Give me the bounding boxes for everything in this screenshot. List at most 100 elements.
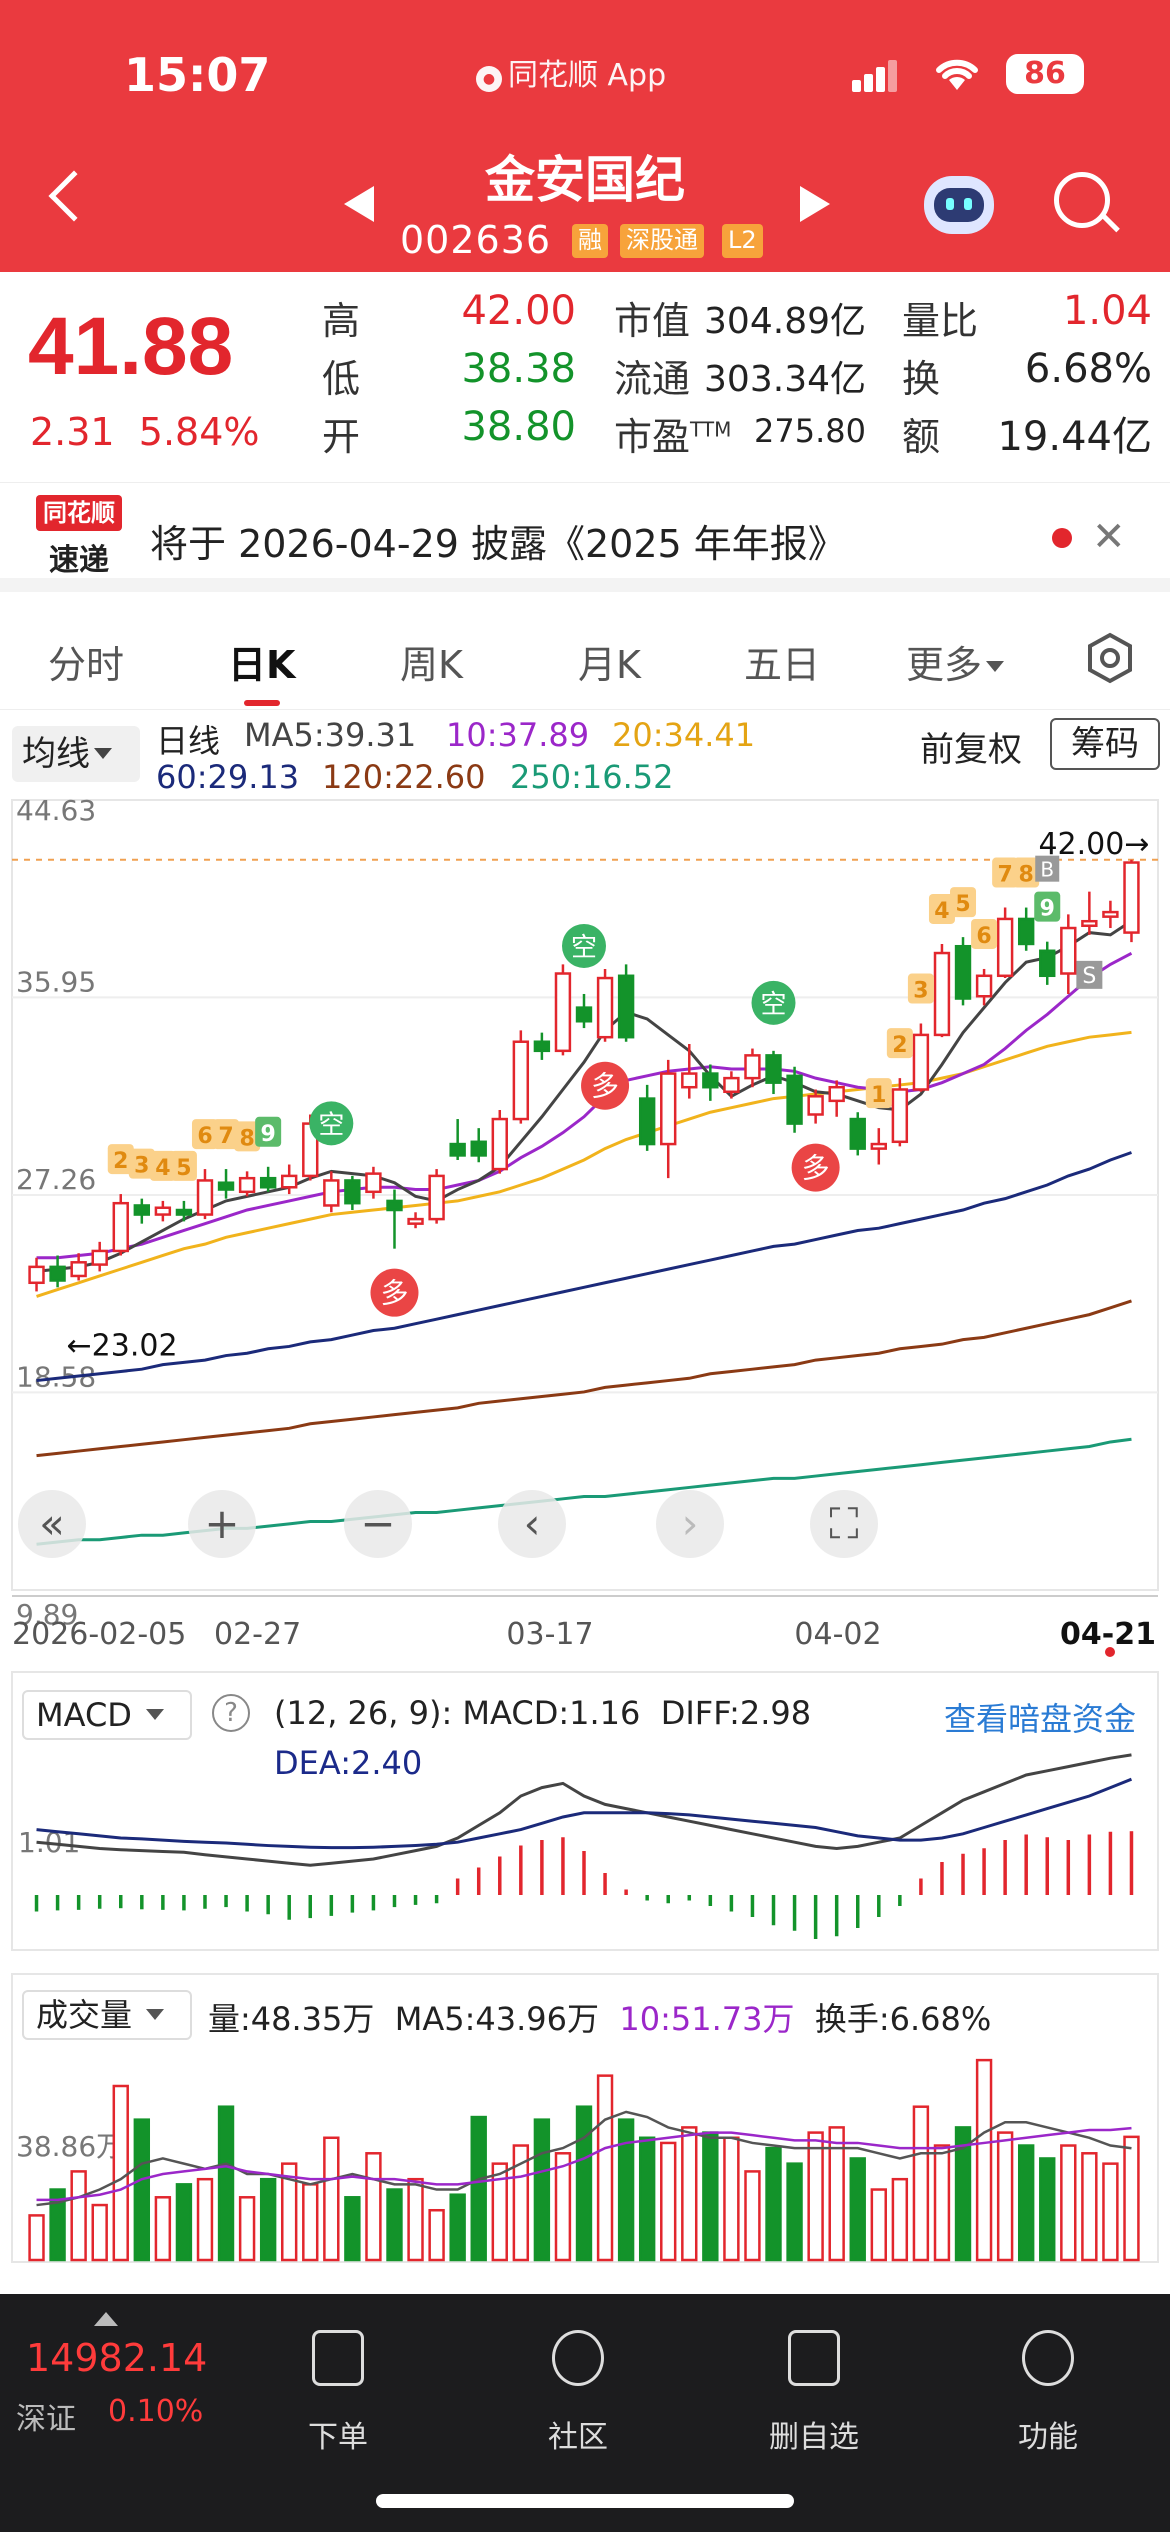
ma20-line [36,1030,1132,1298]
ma-selector[interactable]: 均线 [12,726,140,782]
volume-bar-down [217,2105,235,2262]
volume-bar-down [786,2162,803,2262]
turnover-value: 6.68% [1024,346,1152,392]
volume-bar-up [1081,2152,1098,2262]
status-app-link[interactable]: ● 同花顺 App [476,50,666,94]
zoom-out-icon[interactable]: − [360,1499,395,1548]
index-percent: 0.10% [108,2394,204,2429]
current-date-dot [1105,1647,1115,1657]
volume-ma5-line [36,2110,1132,2207]
tab-intraday[interactable]: 分时 [48,643,125,687]
nav-remove-watchlist[interactable]: 删自选 [734,2314,894,2464]
candle-down [575,1006,593,1023]
candle-up [975,974,993,998]
volume-bar-down [344,2196,361,2262]
tag-margin: 融 [572,224,608,258]
expand-up-icon[interactable] [94,2312,118,2326]
diff-value: DIFF:2.98 [660,1694,812,1732]
adjust-mode[interactable]: 前复权 [920,730,1022,770]
tab-five-day[interactable]: 五日 [744,643,821,687]
candle-up [238,1176,256,1194]
scroll-right-icon[interactable]: › [682,1499,699,1548]
indicator-selector-volume[interactable]: 成交量 [22,1990,192,2040]
volume-bar-up [281,2162,298,2262]
remove-watchlist-icon [788,2330,840,2386]
volume-bar-up [70,2170,87,2262]
fullscreen-icon[interactable]: ⛶ [829,1499,858,1548]
td-count-badge [107,1144,134,1175]
chevron-down-icon [986,661,1005,672]
help-icon[interactable]: ? [212,1694,250,1732]
dark-pool-link[interactable]: 查看暗盘资金 [944,1700,1137,1738]
td-count-badge [865,1078,892,1109]
long-signal-badge [370,1268,419,1317]
active-tab-indicator [244,700,280,706]
wifi-icon [936,59,978,90]
volume-ma5: MA5:43.96万 [394,2000,600,2038]
volume-bar-down [765,2146,782,2262]
td-count-badge [907,973,934,1004]
tag-level2[interactable]: L2 [722,224,763,258]
zoom-in-icon[interactable]: + [204,1499,239,1548]
settings-hexagon-icon[interactable] [1084,632,1136,684]
scroll-left-icon[interactable]: ‹ [524,1499,541,1548]
candle-up [154,1206,172,1216]
close-icon[interactable]: ✕ [1092,514,1126,560]
candle-up [554,972,572,1053]
stock-code: 002636 [400,218,552,262]
next-stock-icon[interactable] [800,186,830,222]
macd-value: MACD:1.16 [462,1694,641,1732]
candle-up [323,1179,340,1207]
volume-bar-up [112,2084,129,2262]
index-value[interactable]: 14982.14 [26,2336,208,2380]
candle-up [70,1261,87,1278]
candle-up [112,1201,129,1253]
chip-distribution-button[interactable]: 筹码 [1050,718,1160,770]
td-count-label: 5 [176,1156,191,1181]
long-signal-badge [581,1061,630,1110]
indicator-selector-macd[interactable]: MACD [22,1690,192,1740]
volume-bar-up [28,2214,45,2262]
volume-bar-down [702,2131,719,2262]
candle-up [828,1085,845,1103]
open-label: 开 [322,415,361,459]
volume-bar-up [807,2131,824,2262]
volume-bar-up [891,2177,909,2262]
logo-bottom-text: 速递 [49,543,109,578]
td-count-label: 8 [239,1126,254,1151]
nav-order[interactable]: 下单 [258,2314,418,2464]
tab-daily-k[interactable]: 日K [228,643,296,687]
tab-monthly-k[interactable]: 月K [578,643,641,687]
nav-functions[interactable]: 功能 [968,2314,1128,2464]
td-count-badge [1034,891,1061,922]
bottom-bar: 14982.14 深证 0.10% 下单 社区 删自选 功能 [0,2294,1170,2532]
volume-turnover: 换手:6.68% [814,2000,992,2038]
open-value: 38.80 [461,404,576,450]
tab-weekly-k[interactable]: 周K [400,643,463,687]
app-logo-icon: ● [476,66,502,92]
nav-community[interactable]: 社区 [498,2314,658,2464]
notice-banner[interactable]: 同花顺 速递 将于 2026-04-29 披露《2025 年年报》 [0,482,1170,592]
volume-bar-up [196,2177,214,2262]
candle-up [491,1117,508,1171]
td-count-badge [928,893,955,924]
volume-bar-down [849,2157,866,2262]
prev-stock-icon[interactable] [344,186,374,222]
zoom-rewind-icon[interactable]: « [39,1499,65,1548]
long-signal-label: 多 [380,1277,408,1310]
buy-point-badge [1035,855,1060,882]
assistant-robot-icon[interactable] [924,176,994,234]
candle-up [681,1072,698,1089]
ma10-line [36,951,1133,1260]
td-count-badge [128,1148,155,1179]
search-icon[interactable] [1054,172,1110,228]
long-signal-label: 多 [802,1152,830,1185]
chevron-down-icon [94,748,112,759]
volume-bar-up [681,2126,698,2262]
macd-params: (12, 26, 9): [274,1694,453,1732]
tab-more[interactable]: 更多 [906,634,1005,689]
high-label: 高 [322,299,361,343]
ma60-line [36,1151,1132,1383]
last-price: 41.88 [28,301,234,392]
